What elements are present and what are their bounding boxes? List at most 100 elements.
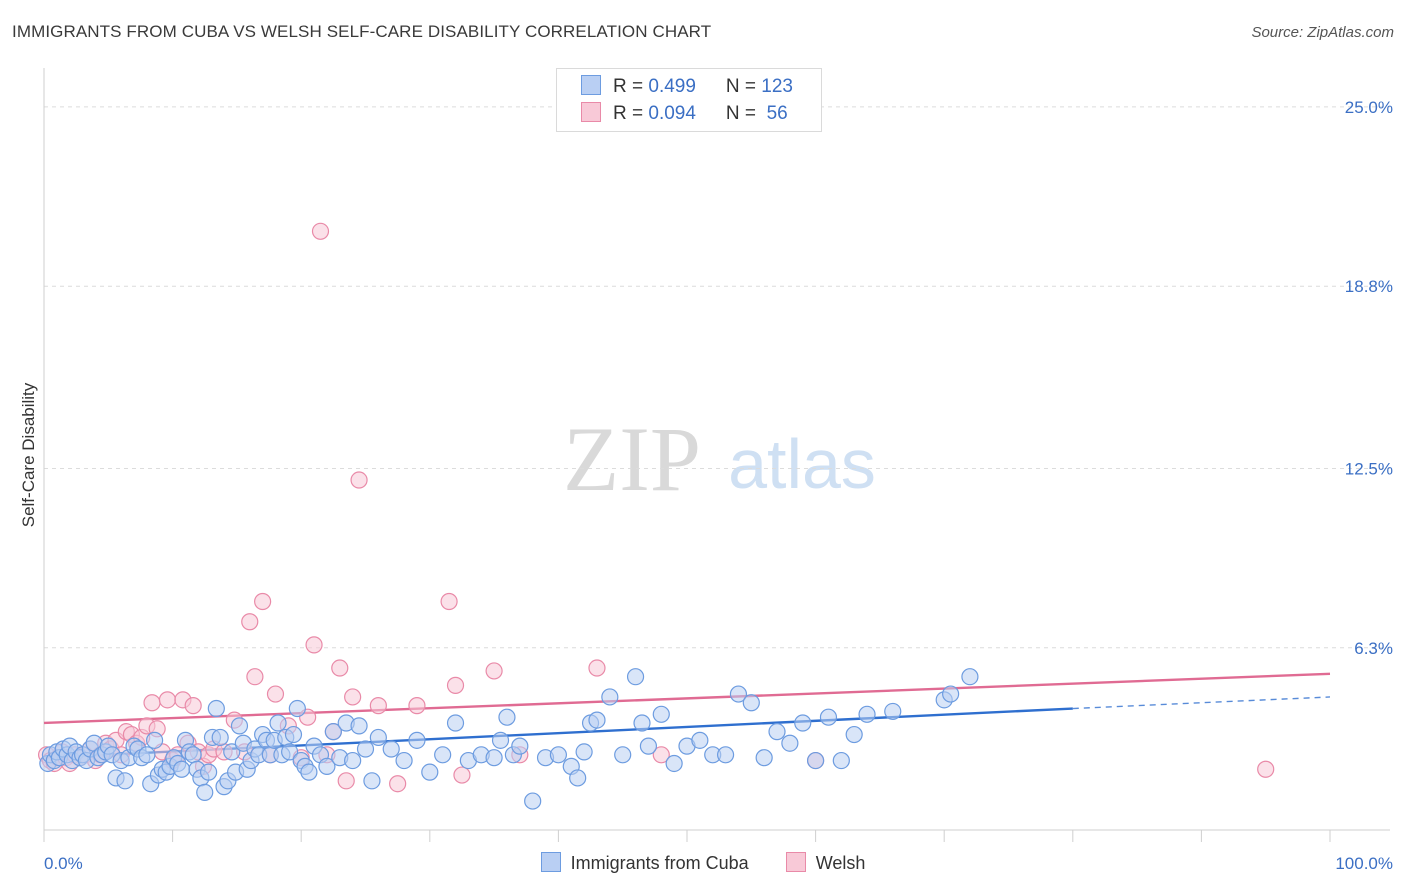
welsh-trend-line xyxy=(43,672,1331,725)
chart-title: IMMIGRANTS FROM CUBA VS WELSH SELF-CARE … xyxy=(12,22,712,41)
cuba-point xyxy=(200,763,218,781)
cuba-point xyxy=(138,746,156,764)
legend-n-value: 123 xyxy=(761,76,793,97)
cuba-point xyxy=(569,769,587,787)
y-tick-label: 18.8% xyxy=(1345,277,1393,296)
axes xyxy=(43,68,1390,842)
welsh-point xyxy=(344,688,362,706)
cuba-point xyxy=(819,708,838,726)
cuba-point xyxy=(446,714,465,732)
welsh-point xyxy=(446,676,465,694)
cuba-trend-extension xyxy=(1072,696,1331,710)
cuba-point xyxy=(961,668,979,686)
legend-row-welsh: R = 0.094 N = 56 xyxy=(581,102,788,126)
welsh-point xyxy=(453,766,471,784)
cuba-point xyxy=(832,751,850,770)
legend-swatch-blue xyxy=(581,75,601,95)
legend-n-value: 56 xyxy=(761,103,788,124)
cuba-point xyxy=(626,668,645,686)
cuba-point xyxy=(421,763,439,781)
cuba-point xyxy=(742,694,760,712)
legend-r-value: 0.094 xyxy=(648,103,696,124)
cuba-point xyxy=(942,685,960,703)
legend-r-value: 0.499 xyxy=(648,76,696,97)
legend-row-cuba: R = 0.499 N = 123 xyxy=(581,75,793,99)
welsh-point xyxy=(158,691,177,709)
y-tick-label: 6.3% xyxy=(1354,639,1393,658)
cuba-point xyxy=(633,714,651,732)
cuba-point xyxy=(781,734,799,752)
watermark-zip: ZIP xyxy=(563,408,701,510)
welsh-point xyxy=(389,775,407,793)
welsh-point xyxy=(440,592,458,611)
cuba-point xyxy=(729,685,748,703)
cuba-point xyxy=(269,714,287,732)
series-legend-label: Immigrants from Cuba xyxy=(570,853,749,873)
cuba-point xyxy=(382,740,400,758)
chart-source: Source: ZipAtlas.com xyxy=(1251,24,1394,41)
legend-n-label: N = xyxy=(725,103,762,124)
cuba-point xyxy=(588,711,606,729)
legend-r-label: R = xyxy=(613,103,649,124)
gridlines xyxy=(44,106,1390,649)
welsh-point xyxy=(331,659,349,677)
cuba-point xyxy=(408,731,426,749)
cuba-point xyxy=(601,688,619,706)
cuba-point xyxy=(491,731,510,749)
cuba-point xyxy=(549,746,568,764)
legend-swatch-pink xyxy=(581,102,601,122)
cuba-point xyxy=(184,746,202,764)
series-legend: Immigrants from Cuba Welsh xyxy=(0,852,1406,874)
cuba-point xyxy=(281,743,299,761)
cuba-point xyxy=(207,699,225,718)
cuba-point xyxy=(614,746,632,764)
cuba-point xyxy=(755,749,773,767)
y-axis-label: Self-Care Disability xyxy=(19,382,38,527)
series-legend-item-cuba: Immigrants from Cuba xyxy=(540,852,749,874)
stats-legend: R = 0.499 N = 123 R = 0.094 N = 56 xyxy=(556,68,822,132)
welsh-point xyxy=(350,471,368,489)
welsh-point xyxy=(408,697,426,715)
cuba-point xyxy=(511,737,529,755)
welsh-point xyxy=(305,636,323,654)
cuba-point xyxy=(288,699,306,718)
cuba-point xyxy=(196,783,214,802)
welsh-point xyxy=(1257,760,1275,778)
welsh-point xyxy=(143,694,161,712)
cuba-point xyxy=(145,731,164,749)
scatter-points xyxy=(37,222,1275,810)
welsh-point xyxy=(652,746,670,764)
cuba-point xyxy=(884,702,902,721)
cuba-point xyxy=(575,743,593,761)
cuba-point xyxy=(223,743,241,761)
welsh-point xyxy=(369,697,387,715)
cuba-point xyxy=(211,728,229,747)
cuba-point xyxy=(794,714,812,732)
cuba-point xyxy=(498,708,516,726)
series-legend-label: Welsh xyxy=(815,853,866,873)
cuba-point xyxy=(116,772,134,790)
x-tick-label: 0.0% xyxy=(44,854,83,873)
welsh-point xyxy=(246,668,264,686)
welsh-point xyxy=(311,222,330,240)
cuba-point xyxy=(485,749,503,767)
cuba-point xyxy=(806,751,825,770)
cuba-point xyxy=(395,751,413,770)
cuba-point xyxy=(344,751,362,770)
cuba-point xyxy=(845,725,863,744)
cuba-point xyxy=(284,725,303,744)
cuba-point xyxy=(665,754,683,773)
cuba-point xyxy=(300,763,318,781)
welsh-point xyxy=(254,592,272,611)
legend-r-label: R = xyxy=(613,76,649,97)
cuba-point xyxy=(324,723,342,741)
cuba-point xyxy=(350,717,368,735)
cuba-point xyxy=(639,737,658,755)
welsh-point xyxy=(337,772,355,790)
tick-labels: 6.3% 12.5% 18.8% 25.0% 0.0% 100.0% xyxy=(44,98,1393,873)
cuba-point xyxy=(173,760,191,778)
welsh-point xyxy=(184,697,202,715)
cuba-point xyxy=(356,740,375,758)
series-legend-item-welsh: Welsh xyxy=(785,852,866,874)
